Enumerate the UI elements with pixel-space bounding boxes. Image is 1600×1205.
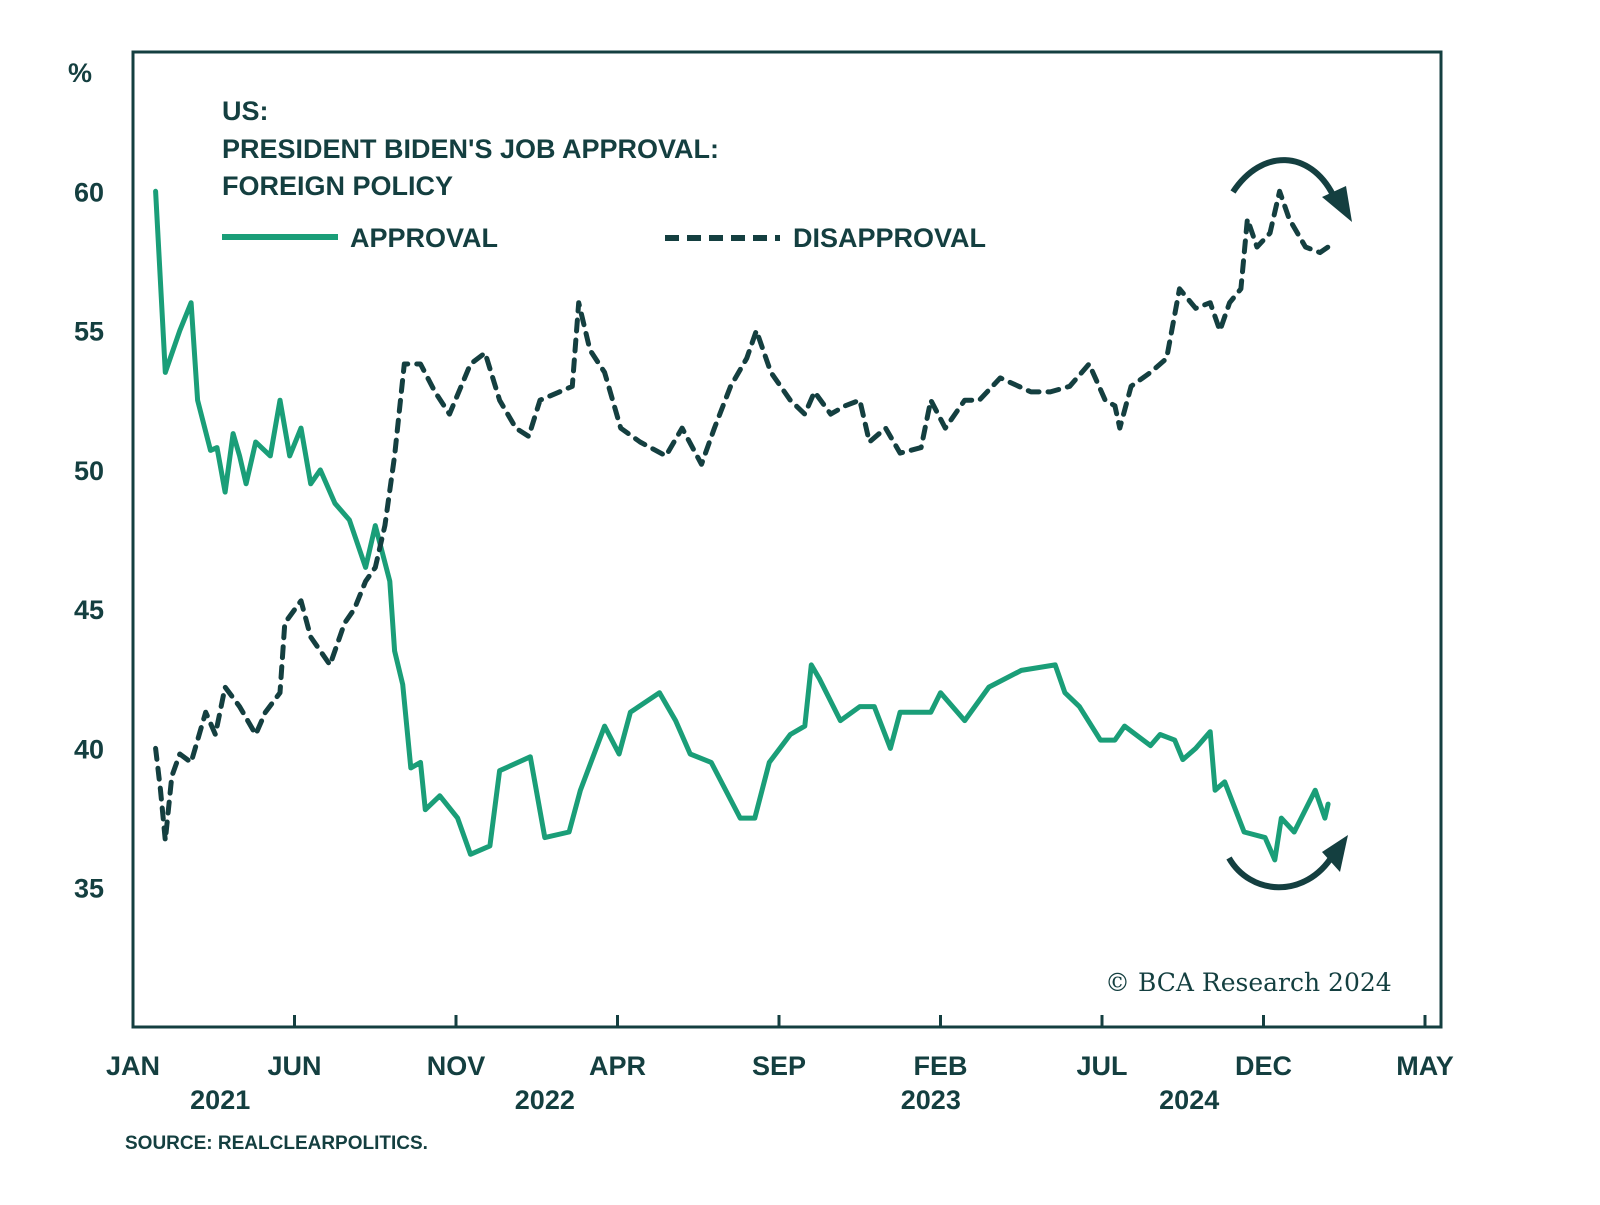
copyright-text: © BCA Research 2024 [1105,968,1392,997]
x-tick-label: APR [589,1051,646,1081]
x-tick-label: JAN [106,1051,160,1081]
x-axis-ticks: JAN JUN NOV APR SEP FEB JUL DEC MAY 2021 2022 2023 2… [106,1015,1454,1115]
y-tick-label: 50 [74,456,104,486]
x-tick-label: MAY [1396,1051,1454,1081]
arrow-up-head-icon [1322,835,1348,872]
y-tick-label: 40 [74,734,104,764]
x-year-label: 2021 [190,1085,250,1115]
series-lines [153,188,1331,863]
x-year-label: 2024 [1159,1085,1219,1115]
plot-frame [131,50,1443,1029]
legend-disapproval-label: DISAPPROVAL [793,223,986,253]
chart-title: US: PRESIDENT BIDEN'S JOB APPROVAL: FORE… [222,96,719,201]
arrow-down-curve-icon [1230,157,1336,197]
x-tick-label: DEC [1235,1051,1292,1081]
title-line-2: PRESIDENT BIDEN'S JOB APPROVAL: [222,134,719,164]
arrow-annotations [1226,157,1352,891]
x-year-label: 2023 [901,1085,961,1115]
title-line-3: FOREIGN POLICY [222,171,453,201]
source-note: SOURCE: REALCLEARPOLITICS. [125,1133,428,1154]
y-axis-unit-label: % [68,58,92,88]
disapproval-line [153,188,1331,843]
legend: APPROVAL DISAPPROVAL [222,223,986,253]
y-tick-label: 55 [74,317,104,347]
y-axis-ticks: 35 40 45 50 55 60 [74,177,104,903]
x-year-label: 2022 [515,1085,575,1115]
x-tick-label: SEP [752,1051,806,1081]
x-tick-label: JUN [267,1051,321,1081]
x-tick-label: JUL [1076,1051,1127,1081]
title-line-1: US: [222,96,269,126]
y-tick-label: 35 [74,874,104,904]
x-tick-label: FEB [914,1051,968,1081]
x-tick-label: NOV [427,1051,486,1081]
arrow-up-curve-icon [1226,853,1336,891]
legend-approval-label: APPROVAL [350,223,498,253]
arrow-down-head-icon [1322,186,1352,222]
y-tick-label: 60 [74,177,104,207]
approval-line [153,188,1331,863]
y-tick-label: 45 [74,595,104,625]
